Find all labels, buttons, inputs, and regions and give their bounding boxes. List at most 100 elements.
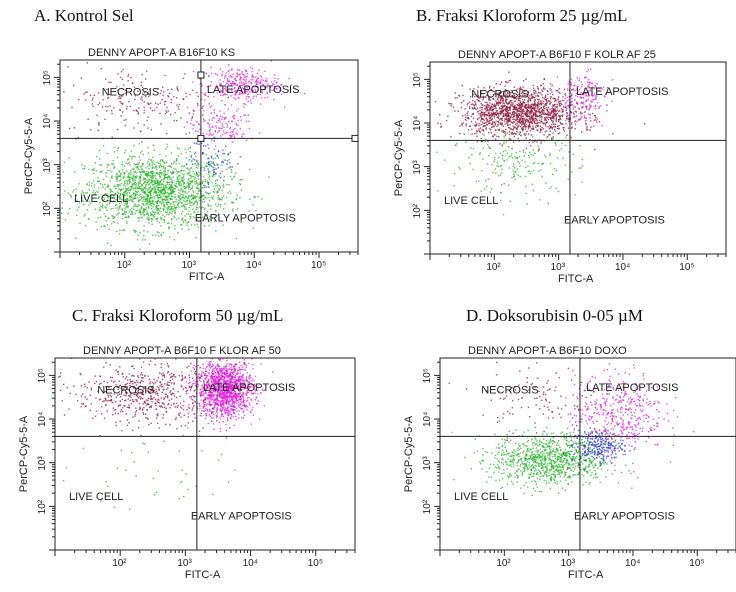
event-dot-live <box>211 182 213 184</box>
event-dot-necrosis <box>528 141 530 144</box>
event-dot-necrosis <box>546 90 549 92</box>
event-dot-necrosis <box>551 106 554 108</box>
event-dot-late <box>594 95 596 97</box>
event-dot-early <box>222 149 224 151</box>
event-dot-live <box>142 191 144 193</box>
event-dot-late <box>564 119 567 122</box>
event-dot-live <box>130 150 132 153</box>
event-dot-live <box>515 157 517 159</box>
event-dot-live <box>174 212 176 215</box>
event-dot-necrosis <box>560 102 562 104</box>
event-dot-necrosis <box>106 110 108 112</box>
event-dot-live <box>135 185 137 187</box>
event-dot-necrosis <box>506 90 508 92</box>
event-dot-live <box>171 198 174 201</box>
event-dot-live <box>198 197 200 200</box>
event-dot-late <box>234 77 236 79</box>
event-dot-live <box>173 160 176 163</box>
event-dot-necrosis <box>535 126 537 128</box>
event-dot-necrosis <box>594 119 596 121</box>
event-dot-live <box>172 191 175 193</box>
event-dot-necrosis <box>523 126 525 128</box>
event-dot-live <box>159 184 161 186</box>
event-dot-live <box>203 186 206 189</box>
event-dot-necrosis <box>549 108 551 111</box>
event-dot-necrosis <box>508 110 510 112</box>
event-dot-live <box>84 198 86 200</box>
event-dot-necrosis <box>523 99 526 101</box>
event-dot-necrosis <box>529 119 531 121</box>
event-dot-necrosis <box>121 102 124 104</box>
event-dot-live <box>144 172 146 174</box>
event-dot-live <box>501 144 503 146</box>
event-dot-live <box>214 157 217 159</box>
event-dot-live <box>162 185 165 188</box>
event-dot-live <box>142 203 144 206</box>
event-dot-necrosis <box>487 132 490 134</box>
event-dot-late <box>242 83 245 86</box>
event-dot-necrosis <box>517 99 519 102</box>
event-dot-necrosis <box>496 120 498 123</box>
event-dot-live <box>137 163 139 165</box>
event-dot-live <box>120 172 122 175</box>
event-dot-necrosis <box>495 113 497 115</box>
event-dot-late <box>260 97 263 99</box>
event-dot-necrosis <box>564 95 567 97</box>
event-dot-necrosis <box>512 129 514 131</box>
event-dot-necrosis <box>516 130 518 133</box>
event-dot-late <box>220 135 222 137</box>
event-dot-live <box>188 197 190 199</box>
event-dot-live <box>178 184 180 186</box>
event-dot-live <box>119 204 121 207</box>
event-dot-late <box>273 85 275 88</box>
event-dot-live <box>538 170 540 172</box>
event-dot-live <box>110 223 113 225</box>
event-dot-early <box>211 156 213 159</box>
event-dot-live <box>38 219 39 220</box>
event-dot-necrosis <box>542 102 544 105</box>
event-dot-live <box>145 173 147 175</box>
event-dot-late <box>233 412 235 414</box>
event-dot-live <box>151 166 154 168</box>
event-dot-live <box>93 193 95 196</box>
event-dot-necrosis <box>510 132 513 135</box>
event-dot-necrosis <box>490 116 492 118</box>
event-dot-necrosis <box>567 115 569 117</box>
event-dot-live <box>139 171 141 173</box>
event-dot-late <box>571 123 573 125</box>
event-dot-live <box>134 196 136 198</box>
event-dot-live <box>211 162 213 164</box>
event-dot-late <box>239 372 241 374</box>
event-dot-necrosis <box>140 84 142 86</box>
event-dot-necrosis <box>507 146 510 148</box>
event-dot-live <box>196 218 198 221</box>
event-dot-necrosis <box>104 118 106 120</box>
event-dot-necrosis <box>528 126 530 128</box>
event-dot-live <box>144 170 146 173</box>
event-dot-early <box>215 173 217 175</box>
event-dot-late <box>232 365 234 367</box>
quadrant-label-necrosis: NECROSIS <box>471 88 528 100</box>
event-dot-late <box>211 119 213 121</box>
event-dot-necrosis <box>490 126 493 128</box>
event-dot-live <box>512 163 515 165</box>
event-dot-live <box>171 189 173 191</box>
event-dot-live <box>126 205 128 207</box>
event-dot-late <box>242 382 244 384</box>
event-dot-live <box>107 217 109 219</box>
event-dot-live <box>129 155 131 157</box>
event-dot-necrosis <box>143 112 145 114</box>
event-dot-necrosis <box>523 133 525 135</box>
event-dot-late <box>239 93 241 96</box>
event-dot-live <box>158 209 160 212</box>
event-dot-late <box>200 91 203 94</box>
event-dot-late <box>590 105 592 107</box>
event-dot-necrosis <box>552 126 555 128</box>
event-dot-live <box>508 156 510 158</box>
event-dot-late <box>255 80 257 82</box>
event-dot-late <box>564 93 566 95</box>
event-dot-live <box>212 191 215 193</box>
event-dot-live <box>140 189 143 191</box>
event-dot-necrosis <box>544 88 546 90</box>
event-dot-live <box>208 176 210 179</box>
